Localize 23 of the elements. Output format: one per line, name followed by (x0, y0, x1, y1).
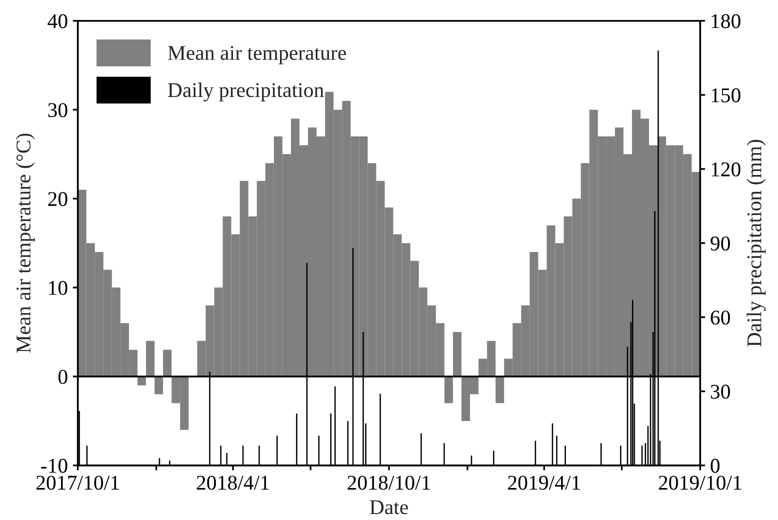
y2-tick-label: 120 (712, 162, 740, 176)
x-tick-label: 2019/4/1 (508, 476, 580, 490)
y-tick-label: 20 (48, 192, 68, 206)
y2-tick-label: 60 (710, 310, 730, 325)
y2-tick-label: 90 (710, 236, 730, 251)
x-tick-label: 2018/10/1 (348, 476, 430, 490)
y2-tick-label: 0 (710, 458, 720, 473)
x-axis-title: Date (370, 500, 408, 514)
y2-tick-label: 30 (710, 384, 730, 399)
x-tick-label: 2017/10/1 (36, 476, 119, 490)
y-tick-label: 30 (48, 103, 68, 118)
y2-tick-label: 180 (712, 14, 740, 28)
legend-label: Mean air temperature (168, 46, 346, 64)
legend-label: Daily precipitation (168, 82, 324, 102)
y-axis-title: Mean air temperature (°C) (16, 134, 35, 353)
y-tick-label: 0 (58, 370, 68, 384)
y-tick-label: 40 (48, 14, 68, 28)
y-tick-label: 10 (49, 280, 68, 295)
y-tick-label: -10 (41, 458, 68, 473)
y2-axis-title: Daily precipitation (mm) (746, 140, 766, 347)
x-tick-label: 2019/10/1 (658, 476, 742, 490)
x-tick-label: 2018/4/1 (196, 476, 269, 490)
y2-tick-label: 150 (712, 88, 740, 102)
